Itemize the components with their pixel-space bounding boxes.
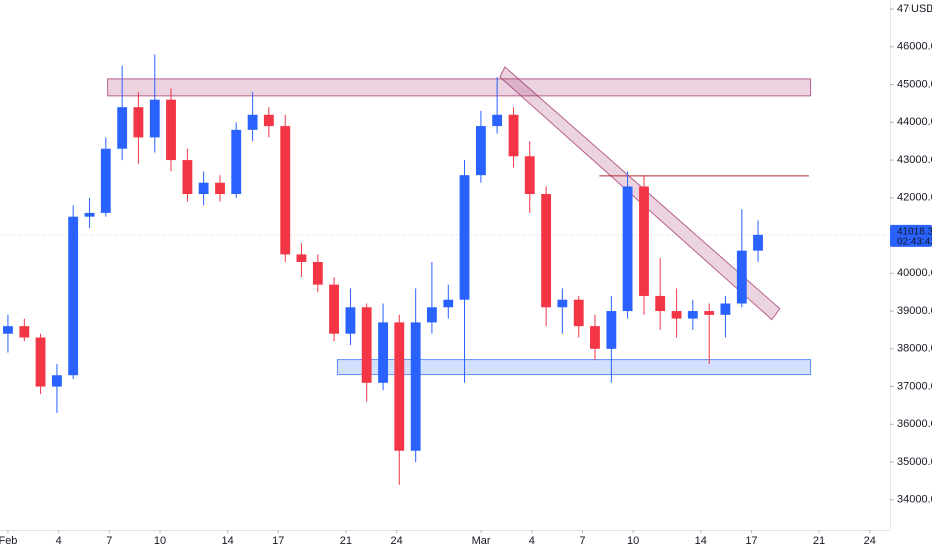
candle-body <box>704 311 715 315</box>
candle-body <box>492 114 503 127</box>
candle-body <box>639 186 649 296</box>
candle-body <box>753 234 763 251</box>
candle-body <box>590 326 600 349</box>
x-tick-label: 24 <box>390 535 402 547</box>
y-tick-label: 43000.00 <box>897 154 932 166</box>
countdown-label: 02:43:42 <box>897 237 932 248</box>
candle-body <box>394 322 405 451</box>
zone <box>336 359 812 376</box>
x-tick-label: 7 <box>106 535 112 547</box>
candle-body <box>231 129 242 195</box>
x-tick-label: Feb <box>0 535 17 547</box>
candle-body <box>606 311 617 349</box>
candle-body <box>3 326 13 334</box>
y-tick-label: 36000.00 <box>897 418 932 430</box>
candle-body <box>19 326 30 338</box>
candle-body <box>149 99 160 138</box>
x-tick-label: 7 <box>579 535 585 547</box>
candle-body <box>133 107 144 138</box>
last-price-badge <box>890 224 932 247</box>
x-tick-label: 4 <box>56 535 62 547</box>
candle-body <box>182 160 193 195</box>
candle-body <box>443 299 454 308</box>
last-price-label: 41018.35 <box>897 227 932 238</box>
candle-body <box>426 307 437 323</box>
candle-body <box>475 126 486 176</box>
candle-body <box>84 212 95 217</box>
candle-body <box>622 186 633 312</box>
candle-body <box>671 311 682 319</box>
y-tick-label: 44000.00 <box>897 116 932 128</box>
currency-label: USD <box>911 3 932 15</box>
y-tick-label: 34000.00 <box>897 494 932 506</box>
candle-body <box>378 322 388 383</box>
candle-body <box>655 295 666 312</box>
candle-body <box>280 126 291 255</box>
currency-bg <box>910 2 930 17</box>
y-tick-label: 42000.00 <box>897 192 932 204</box>
candle-body <box>687 311 698 319</box>
candle-body <box>508 114 519 157</box>
y-tick-label: 46000.00 <box>897 41 932 53</box>
candle-body <box>329 284 339 334</box>
x-tick-label: Mar <box>472 535 491 547</box>
x-tick-label: 17 <box>272 535 284 547</box>
x-tick-label: 24 <box>864 535 876 547</box>
y-tick-label: 35000.00 <box>897 456 932 468</box>
y-tick-label: 38000.00 <box>897 343 932 355</box>
candle-body <box>573 299 584 327</box>
candle-body <box>100 148 111 213</box>
candle-body <box>736 250 747 304</box>
candle-body <box>361 307 372 383</box>
y-tick-label: 37000.00 <box>897 380 932 392</box>
y-tick-label: 39000.00 <box>897 305 932 317</box>
zone <box>107 78 812 97</box>
y-tick-label: 40000.00 <box>897 267 932 279</box>
x-tick-label: 17 <box>745 535 757 547</box>
candle-body <box>720 303 731 315</box>
x-tick-label: 21 <box>340 535 352 547</box>
candle-body <box>541 194 552 308</box>
candle-body <box>215 182 225 195</box>
x-tick-label: 21 <box>813 535 825 547</box>
candle-body <box>247 114 258 130</box>
y-tick-label: 45000.00 <box>897 78 932 90</box>
candle-body <box>296 254 307 262</box>
candle-body <box>263 114 274 127</box>
candle-body <box>117 107 128 149</box>
candle-body <box>459 175 470 300</box>
candle-body <box>68 216 79 376</box>
candle-body <box>198 182 209 195</box>
x-tick-label: 4 <box>529 535 535 547</box>
candle-body <box>557 299 568 308</box>
candle-body <box>410 322 421 451</box>
x-tick-label: 10 <box>627 535 639 547</box>
candle-body <box>524 156 535 195</box>
candle-body <box>35 337 46 387</box>
candle-body <box>52 375 62 387</box>
candle-body <box>345 307 356 334</box>
candle-body <box>312 261 323 285</box>
candle-body <box>166 99 176 161</box>
x-tick-label: 14 <box>695 535 707 547</box>
x-tick-label: 10 <box>154 535 166 547</box>
x-tick-label: 14 <box>221 535 233 547</box>
